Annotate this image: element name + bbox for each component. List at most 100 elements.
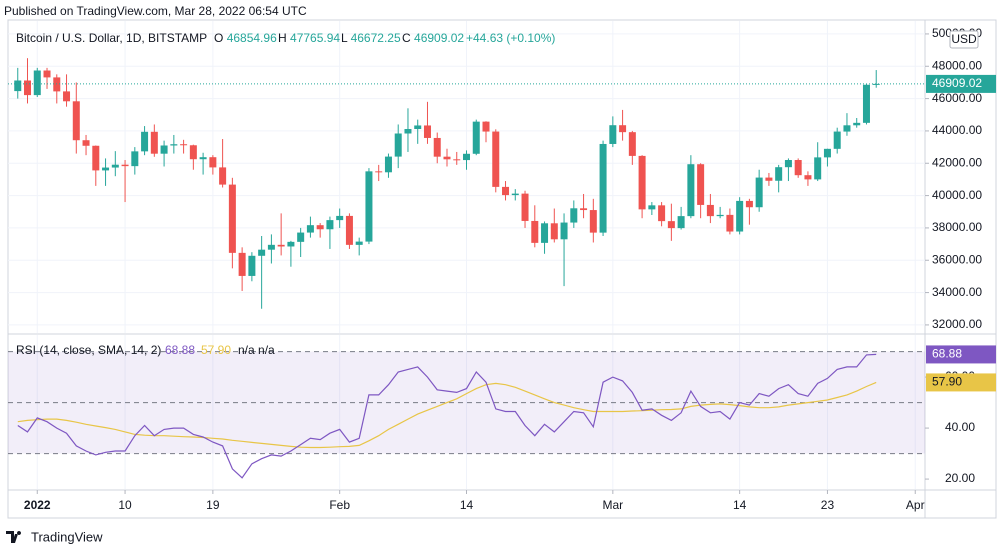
change-value: +44.63 (+0.10%)	[466, 31, 555, 45]
y-tick-label: 46000.00	[932, 91, 982, 105]
candle-body	[823, 148, 831, 158]
candle-body	[580, 208, 588, 211]
candle-body	[550, 223, 558, 240]
candle-body	[111, 164, 119, 168]
value-box-label: 68.88	[932, 347, 962, 361]
candle-body	[43, 70, 51, 78]
candle-body	[648, 205, 656, 210]
high-value: 47765.94	[290, 31, 340, 45]
x-tick-label: 14	[733, 498, 747, 512]
x-tick-label: 23	[821, 498, 835, 512]
close-value: 46909.02	[414, 31, 464, 45]
candle-body	[238, 252, 246, 276]
candle-body	[258, 249, 266, 256]
ohlc-key: H	[278, 31, 287, 45]
candle-body	[267, 244, 275, 250]
candle-body	[102, 167, 110, 171]
candle-body	[736, 200, 744, 232]
candle-body	[24, 80, 32, 96]
candle-body	[33, 70, 41, 96]
brand-name: TradingView	[31, 529, 103, 544]
rsi-sma-value: 57.90	[201, 343, 231, 357]
candle-body	[219, 167, 227, 185]
candle-body	[560, 222, 568, 240]
candle-body	[365, 171, 373, 242]
candle-body	[794, 160, 802, 176]
candle-body	[375, 171, 383, 173]
candle-body	[784, 160, 792, 168]
candle-body	[628, 132, 636, 156]
currency-box	[949, 30, 979, 49]
candle-body	[92, 145, 100, 171]
footer-logo: TradingView	[6, 529, 103, 544]
x-tick-label: Feb	[329, 498, 350, 512]
candle-body	[180, 144, 188, 146]
candle-body	[687, 164, 695, 217]
candle-body	[502, 186, 510, 196]
value-box	[926, 345, 996, 364]
candle-body	[384, 156, 392, 173]
candle-body	[872, 83, 880, 85]
y-tick-label: 38000.00	[932, 220, 982, 234]
y-tick-label: 40000.00	[932, 188, 982, 202]
candle-body	[287, 241, 295, 247]
candle-body	[63, 91, 71, 102]
candle-body	[131, 151, 139, 167]
candle-body	[82, 140, 90, 146]
price-legend: Bitcoin / U.S. Dollar, 1D, BITSTAMP O 46…	[16, 31, 555, 45]
candle-body	[141, 131, 149, 152]
plot-layer	[8, 21, 929, 494]
y-tick-label: 48000.00	[932, 58, 982, 72]
x-tick-label: 2022	[24, 498, 51, 512]
rsi-extra: n/a n/a	[238, 343, 275, 357]
candle-body	[843, 125, 851, 132]
symbol-title: Bitcoin / U.S. Dollar, 1D, BITSTAMP	[16, 31, 207, 45]
candle-body	[853, 122, 861, 126]
candle-body	[697, 164, 705, 205]
candle-body	[326, 220, 334, 230]
candle-body	[150, 131, 158, 154]
candle-body	[423, 125, 431, 138]
candle-body	[531, 220, 539, 243]
candle-body	[511, 193, 519, 196]
candle-body	[433, 137, 441, 157]
candle-body	[658, 205, 666, 222]
rsi-legend: RSI (14, close, SMA, 14, 2) 68.88 57.90 …	[16, 343, 275, 357]
candle-body	[72, 101, 80, 141]
candle-body	[609, 125, 617, 144]
rsi-value: 68.88	[165, 343, 195, 357]
candle-body	[745, 200, 753, 208]
candle-body	[443, 156, 451, 160]
candle-body	[521, 193, 529, 221]
published-note: Published on TradingView.com, Mar 28, 20…	[4, 4, 307, 18]
candle-body	[199, 157, 207, 160]
ohlc-key: C	[402, 31, 411, 45]
candle-body	[453, 159, 461, 161]
candle-body	[277, 244, 285, 247]
candle-body	[804, 175, 812, 180]
candle-body	[814, 157, 822, 180]
x-tick-label: 19	[206, 498, 220, 512]
candle-body	[667, 221, 675, 229]
candle-body	[833, 131, 841, 149]
chart-frame	[7, 19, 997, 519]
open-value: 46854.96	[227, 31, 277, 45]
y-tick-label: 34000.00	[932, 285, 982, 299]
currency-label: USD	[951, 32, 977, 46]
candle-body	[677, 216, 685, 229]
candle-body	[716, 214, 724, 217]
candle-body	[228, 184, 236, 253]
rsi-title: RSI (14, close, SMA, 14, 2)	[16, 343, 161, 357]
y-tick-label: 20.00	[945, 471, 975, 485]
candle-body	[404, 129, 412, 134]
candle-body	[599, 143, 607, 233]
candle-body	[189, 145, 197, 160]
low-value: 46672.25	[351, 31, 401, 45]
candle-body	[765, 177, 773, 181]
candle-body	[345, 215, 353, 245]
candle-body	[248, 255, 256, 276]
